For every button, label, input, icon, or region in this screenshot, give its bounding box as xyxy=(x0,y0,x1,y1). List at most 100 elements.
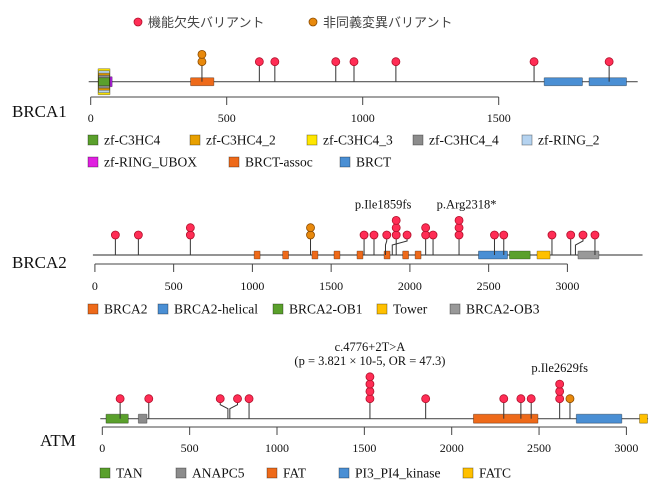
domain-zf-c3hc4 xyxy=(98,77,110,87)
lof-variant-marker xyxy=(270,57,280,67)
x-tick-label: 2000 xyxy=(440,441,464,455)
x-tick-label: 2500 xyxy=(527,441,551,455)
lof-variant-marker xyxy=(499,230,509,240)
lof-variant-marker xyxy=(133,230,143,240)
legend-label: ANAPC5 xyxy=(192,466,245,481)
domain-brca2 xyxy=(253,250,261,260)
domain-brca2 xyxy=(414,250,422,260)
lof-variant-marker xyxy=(369,230,379,240)
legend-item-brct-assoc: BRCT-assoc xyxy=(228,155,313,170)
legend-swatch xyxy=(449,303,461,315)
x-tick-label: 0 xyxy=(88,111,94,125)
lof-variant-marker xyxy=(391,223,401,233)
lof-variant-marker xyxy=(454,230,464,240)
lof-variant-marker xyxy=(215,394,225,404)
lof-variant-marker xyxy=(349,57,359,67)
lof-variant-marker xyxy=(547,230,557,240)
legend-label: TAN xyxy=(116,466,143,481)
lof-variant-marker xyxy=(382,230,392,240)
legend-item-zf-c3hc4: zf-C3HC4 xyxy=(87,133,160,148)
lof-variant-marker xyxy=(365,394,375,404)
domain-brca2 xyxy=(356,250,364,260)
domain-brca2 xyxy=(311,250,319,260)
domain-brca2 xyxy=(282,250,290,260)
legend-item-brca2: BRCA2 xyxy=(87,302,148,317)
lof-variant-marker xyxy=(185,230,195,240)
lof-variant-marker xyxy=(391,215,401,225)
legend-label: BRCA2-OB1 xyxy=(289,302,363,317)
lof-variant-marker xyxy=(244,394,254,404)
legend-label: zf-C3HC4 xyxy=(104,133,160,148)
gene-track-brca2: BRCA2 0 500 1000 1500 2000 2500 3000 p.Ile1859fs… xyxy=(12,197,643,317)
variant-annotation: p.Ile1859fs xyxy=(355,197,412,211)
legend-label: zf-RING_2 xyxy=(538,133,599,148)
legend-item-pi3_pi4_kinase: PI3_PI4_kinase xyxy=(338,466,441,481)
x-tick-label: 500 xyxy=(165,279,183,293)
lof-legend-label: 機能欠失バリアント xyxy=(148,15,264,31)
missense-variant-marker xyxy=(197,50,207,59)
domain-brct xyxy=(543,77,583,87)
legend-label: zf-RING_UBOX xyxy=(104,155,197,170)
x-tick-label: 0 xyxy=(99,441,105,455)
legend-swatch xyxy=(175,467,187,479)
lof-variant-marker xyxy=(391,57,401,67)
domain-tower xyxy=(536,250,551,260)
legend-item-zf-c3hc4_3: zf-C3HC4_3 xyxy=(306,133,393,148)
lof-variant-marker xyxy=(365,379,375,389)
legend-label: BRCT xyxy=(356,155,392,170)
legend-swatch xyxy=(87,156,99,168)
variant-annotation: c.4776+2T>A xyxy=(335,340,406,354)
domain-zf-ring_ubox xyxy=(109,76,113,88)
variant-annotation: p.Arg2318* xyxy=(437,197,497,211)
legend-swatch xyxy=(266,467,278,479)
lof-variant-marker xyxy=(402,230,412,240)
legend-label: PI3_PI4_kinase xyxy=(355,466,441,481)
legend-swatch xyxy=(306,134,318,146)
legend-item-brct: BRCT xyxy=(339,155,392,170)
legend-item-tower: Tower xyxy=(376,302,428,317)
lof-variant-marker xyxy=(359,230,369,240)
legend-swatch xyxy=(228,156,240,168)
lof-variant-marker xyxy=(529,57,539,67)
lof-variant-marker xyxy=(555,379,565,389)
legend-label: Tower xyxy=(393,302,428,317)
legend-item-brca2-ob1: BRCA2-OB1 xyxy=(272,302,363,317)
legend-item-anapc5: ANAPC5 xyxy=(175,466,245,481)
legend-item-brca2-helical: BRCA2-helical xyxy=(157,302,258,317)
legend-item-zf-ring_ubox: zf-RING_UBOX xyxy=(87,155,197,170)
gene-track-atm: ATM 0 500 1000 1500 2000 2500 3000 c.4776+2T>A(p… xyxy=(40,340,649,481)
missense-variant-marker xyxy=(565,394,575,404)
x-tick-label: 500 xyxy=(181,441,199,455)
x-tick-label: 1500 xyxy=(319,279,343,293)
gene-label: ATM xyxy=(40,431,76,450)
lof-variant-marker xyxy=(526,394,536,404)
lof-variant-marker xyxy=(391,230,401,240)
legend-swatch xyxy=(376,303,388,315)
legend-item-zf-ring_2: zf-RING_2 xyxy=(521,133,599,148)
legend-swatch xyxy=(87,303,99,315)
legend-swatch xyxy=(99,467,111,479)
legend-swatch xyxy=(338,467,350,479)
legend-swatch xyxy=(521,134,533,146)
lof-variant-marker xyxy=(365,386,375,396)
gene-track-brca1: BRCA1 0 500 1000 1500 zf-C3HC4 zf-C3HC4_2 zf-C3… xyxy=(12,50,638,170)
legend-item-fat: FAT xyxy=(266,466,307,481)
lof-variant-marker xyxy=(185,223,195,233)
lof-legend-marker xyxy=(133,17,143,27)
legend-swatch xyxy=(412,134,424,146)
legend-label: BRCA2-helical xyxy=(174,302,258,317)
lof-variant-marker xyxy=(421,223,431,233)
legend-item-zf-c3hc4_2: zf-C3HC4_2 xyxy=(189,133,276,148)
legend-label: BRCT-assoc xyxy=(245,155,313,170)
lof-variant-marker xyxy=(555,394,565,404)
lof-variant-marker xyxy=(499,394,509,404)
lof-variant-marker xyxy=(590,230,600,240)
missense-variant-marker xyxy=(306,230,315,240)
legend-label: FATC xyxy=(479,466,511,481)
lof-variant-marker xyxy=(516,394,526,404)
lof-variant-marker xyxy=(331,57,341,67)
legend-item-fatc: FATC xyxy=(462,466,511,481)
lof-variant-marker xyxy=(566,230,576,240)
lof-variant-marker xyxy=(365,372,375,382)
lof-variant-marker xyxy=(115,394,125,404)
